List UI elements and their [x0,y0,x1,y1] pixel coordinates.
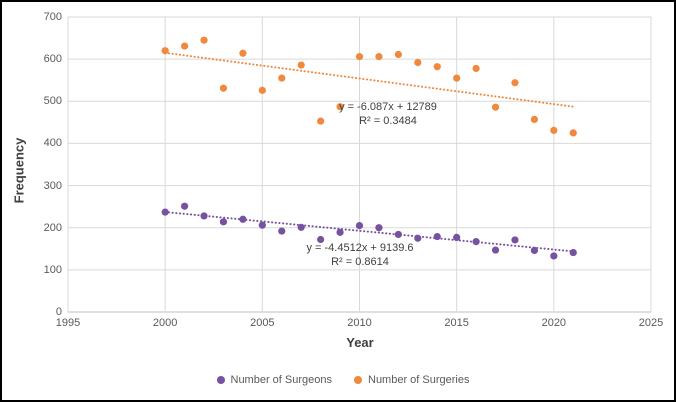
data-point-surgeries [472,64,480,73]
legend: Number of Surgeons Number of Surgeries [5,374,676,386]
data-point-surgeons [278,227,286,235]
y-axis-tick-label: 200 [43,221,62,234]
data-point-surgeons [355,222,364,230]
data-point-surgeons [511,236,519,244]
data-point-surgeries [511,79,519,87]
data-point-surgeons [317,235,325,244]
data-point-surgeons [530,246,539,255]
data-point-surgeries [414,58,422,67]
data-point-surgeries [278,74,286,82]
x-axis-tick-label: 2020 [541,317,567,329]
x-axis-title: Year [346,335,374,350]
surgeons-trend-r-squared: R² = 0.8614 [331,256,389,268]
data-point-surgeons [394,230,402,239]
data-point-surgeons [453,233,461,242]
data-point-surgeons [219,218,228,226]
surgeons-trend-equation: y = -4.4512x + 9139.6 [306,242,414,254]
surgeries-trend-r-squared: R² = 0.3484 [359,115,417,127]
trendline-surgeries [164,51,575,108]
data-point-surgeons [550,252,558,260]
data-point-surgeons [433,232,441,241]
data-point-surgeries [394,50,402,59]
data-point-surgeries [530,115,539,124]
data-point-surgeons [336,228,344,236]
data-point-surgeries [453,74,461,82]
data-point-surgeons [491,246,500,254]
data-point-surgeons [375,224,383,232]
y-axis-tick-label: 400 [43,137,62,150]
legend-item[interactable]: Number of Surgeons [216,374,333,386]
data-point-surgeries [317,117,325,125]
legend-label: Number of Surgeons [230,374,333,386]
data-point-surgeries [433,63,441,71]
data-point-surgeons [569,248,577,257]
data-point-surgeries [258,86,266,94]
y-axis-tick-label: 300 [43,179,62,192]
x-axis-tick-label: 2000 [152,317,178,329]
data-point-surgeries [200,36,208,44]
surgeons-trendline-annotation: y = -4.4512x + 9139.6 R² = 0.8614 [295,241,425,269]
x-axis-tick-label: 2010 [347,317,372,329]
data-point-surgeons [414,234,422,242]
y-axis-tick-label: 100 [43,263,62,276]
data-point-surgeons [161,208,169,216]
data-point-surgeries [550,126,558,134]
x-axis-tick-label: 1995 [55,317,81,329]
data-point-surgeries [491,103,500,111]
data-point-surgeries [161,47,169,55]
y-axis-tick-label: 500 [43,95,62,108]
data-point-surgeries [375,53,383,61]
x-axis-tick-label: 2005 [250,317,275,329]
data-point-surgeons [258,221,266,229]
data-point-surgeries [181,42,189,50]
data-point-surgeons [297,223,305,231]
legend-item[interactable]: Number of Surgeries [354,374,470,386]
data-point-surgeries [219,84,228,92]
x-axis-tick-label: 2025 [638,317,664,329]
y-axis-tick-label: 600 [43,53,62,66]
surgeries-trendline-annotation: y = -6.087x + 12789 R² = 0.3484 [323,100,453,128]
legend-marker-icon [216,376,225,384]
y-axis-title: Frequency [11,137,27,204]
data-point-surgeries [336,103,344,111]
data-point-surgeons [200,212,208,220]
data-point-surgeries [355,53,364,61]
data-point-surgeons [472,238,480,246]
surgeries-trend-equation: y = -6.087x + 12789 [339,101,437,113]
legend-marker-icon [354,376,362,384]
data-point-surgeons [181,202,189,210]
legend-label: Number of Surgeries [368,374,470,386]
data-point-surgeries [297,61,305,69]
data-point-surgeries [569,129,577,137]
y-axis-tick-label: 0 [55,306,62,318]
data-point-surgeries [239,49,247,57]
y-axis-tick-label: 700 [43,11,62,23]
x-axis-tick-label: 2015 [444,317,469,329]
data-point-surgeons [239,215,247,223]
